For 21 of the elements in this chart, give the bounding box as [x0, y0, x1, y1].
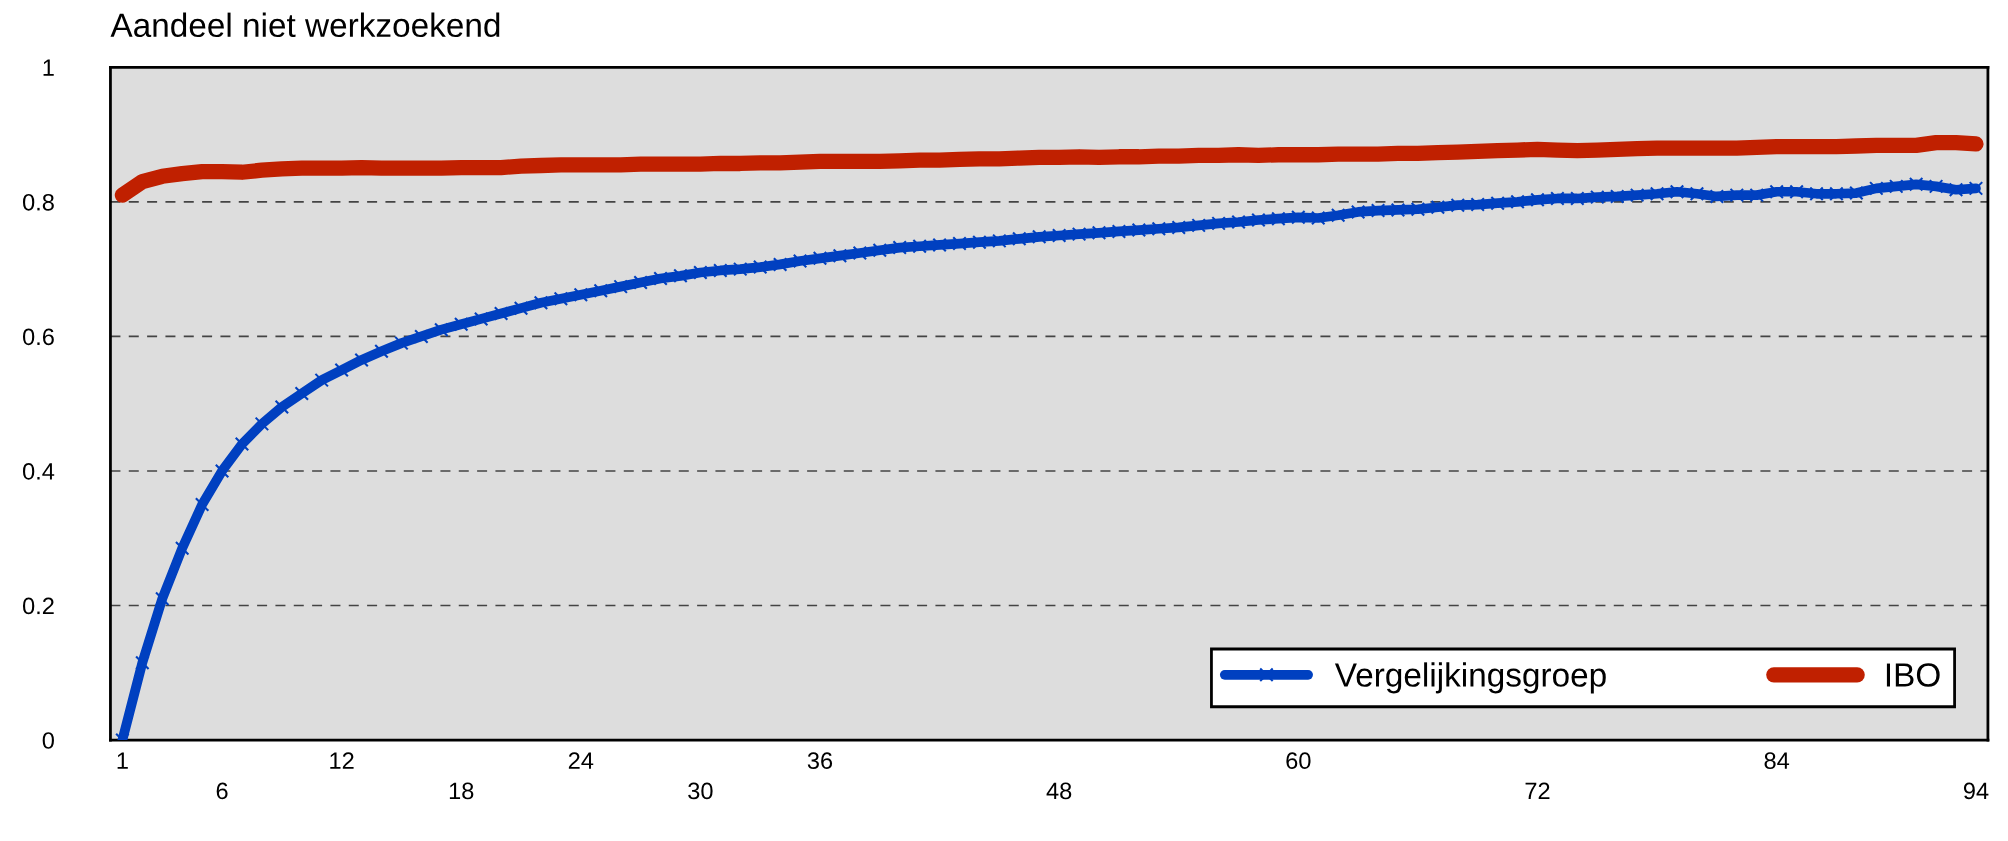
x-tick-label: 24	[568, 752, 594, 769]
x-tick-label: 6	[216, 782, 228, 800]
y-tick-label: 0.8	[22, 193, 54, 211]
x-tick-label: 18	[449, 782, 474, 800]
x-tick-label: 36	[807, 752, 833, 770]
x-tick-label: 94	[1963, 782, 1989, 800]
legend-label: Vergelijkingsgroep	[1334, 662, 1606, 694]
y-tick-label: 0.2	[22, 597, 54, 615]
y-tick-label: 0.4	[22, 463, 55, 480]
legend-label: IBO	[1886, 663, 1940, 687]
x-tick-label: 12	[330, 752, 354, 769]
x-tick-label: 30	[688, 782, 713, 800]
x-tick-label: 72	[1525, 782, 1550, 800]
y-tick-label: 1	[43, 59, 54, 76]
y-tick-label: 0.6	[22, 328, 54, 346]
x-tick-label: 1	[117, 752, 128, 769]
x-tick-label: 48	[1046, 782, 1072, 800]
x-tick-label: 60	[1286, 752, 1311, 770]
y-tick-label: 0	[42, 732, 54, 749]
chart-title: Aandeel niet werkzoekend	[110, 12, 500, 38]
x-tick-label: 84	[1764, 752, 1790, 770]
